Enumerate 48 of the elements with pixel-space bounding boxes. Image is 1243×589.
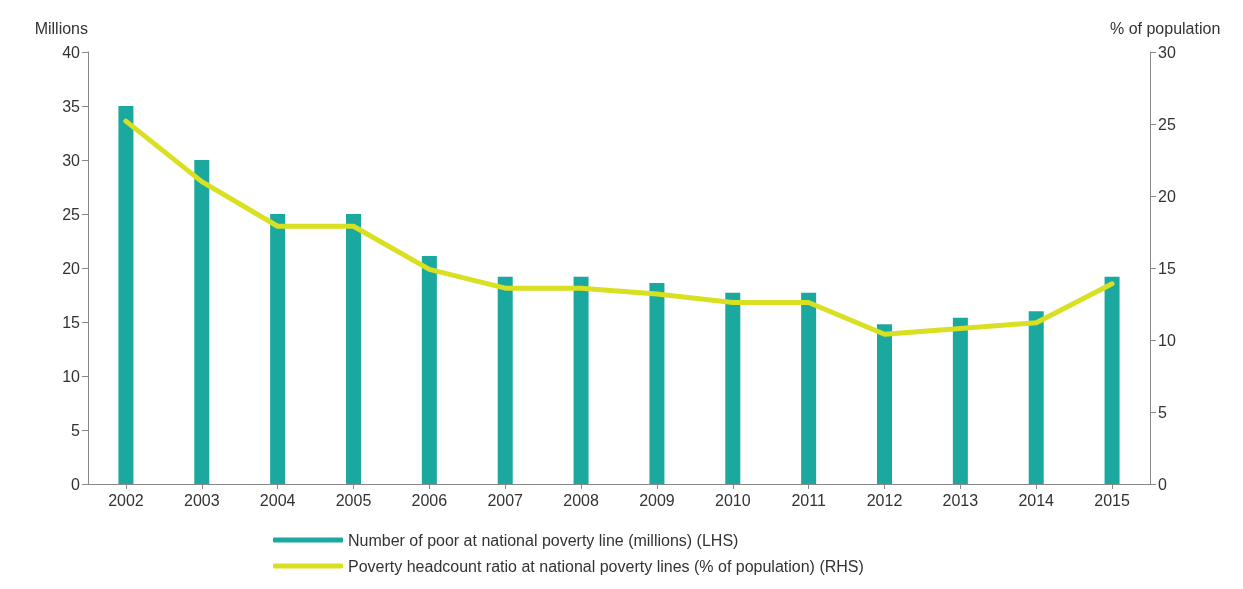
y-tick-label: 10 — [62, 367, 81, 385]
y2-tick-label: 15 — [1158, 259, 1176, 277]
bar — [801, 292, 817, 484]
bar — [421, 256, 437, 484]
x-tick-label: 2010 — [714, 491, 751, 509]
x-tick-label: 2014 — [1018, 491, 1055, 509]
bar — [346, 214, 361, 484]
y2-tick-label: 0 — [1158, 475, 1167, 493]
x-tick-label: 2015 — [1094, 491, 1130, 509]
bar — [270, 214, 286, 484]
bar — [118, 106, 134, 484]
bar — [1028, 311, 1044, 484]
y2-tick-label: 30 — [1158, 43, 1176, 61]
y2-axis-title: % of population — [1110, 19, 1221, 37]
x-tick-label: 2002 — [108, 491, 144, 509]
bar — [952, 317, 968, 484]
x-tick-label: 2011 — [791, 491, 826, 509]
x-tick-label: 2003 — [183, 491, 220, 509]
y2-tick-label: 10 — [1158, 331, 1176, 349]
x-tick-label: 2006 — [411, 491, 448, 509]
x-tick-label: 2013 — [942, 491, 979, 509]
y-axis-title: Millions — [34, 19, 88, 37]
y-tick-label: 0 — [71, 475, 81, 493]
y2-tick-label: 20 — [1158, 187, 1176, 205]
legend-label: Number of poor at national poverty line (millions) (LHS) — [348, 531, 739, 549]
x-tick-label: 2005 — [335, 491, 372, 509]
bar — [573, 276, 589, 484]
y-tick-label: 40 — [62, 43, 81, 61]
y2-tick-label: 5 — [1158, 403, 1167, 421]
y-tick-label: 20 — [62, 259, 81, 277]
y-tick-label: 5 — [71, 421, 81, 439]
bar — [194, 160, 210, 484]
y-tick-label: 15 — [62, 313, 81, 331]
x-tick-label: 2009 — [639, 491, 675, 509]
y-tick-label: 35 — [62, 97, 81, 115]
bar — [1104, 276, 1120, 484]
y-tick-label: 30 — [62, 151, 81, 169]
bar — [649, 283, 665, 484]
bar — [877, 324, 892, 484]
y2-tick-label: 25 — [1158, 115, 1176, 133]
x-tick-label: 2012 — [866, 491, 903, 509]
x-tick-label: 2007 — [487, 491, 524, 509]
bar — [725, 292, 741, 484]
x-tick-label: 2004 — [259, 491, 296, 509]
bar — [497, 276, 513, 484]
y-tick-label: 25 — [62, 205, 81, 223]
legend-label: Poverty headcount ratio at national poverty lines (% of population) (RHS) — [348, 557, 864, 575]
x-tick-label: 2008 — [563, 491, 599, 509]
